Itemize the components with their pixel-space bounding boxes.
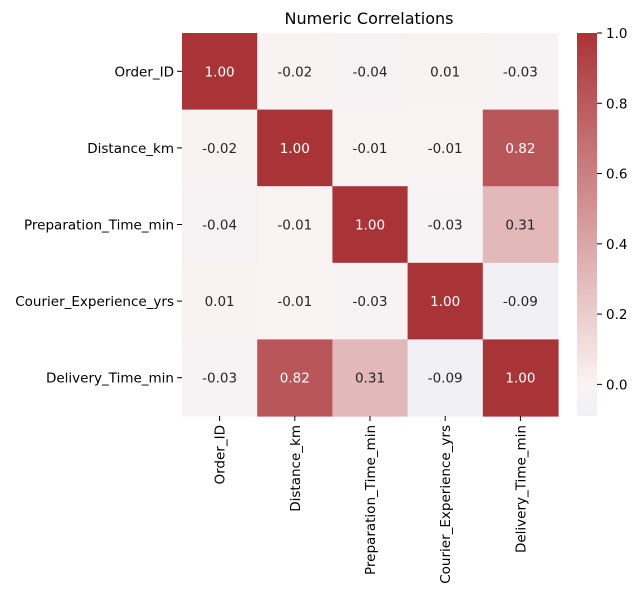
- cell-value-label: -0.01: [277, 218, 312, 234]
- heatmap-cell: [332, 186, 409, 264]
- heatmap-cell: [257, 33, 333, 111]
- heatmap-cell: [407, 109, 484, 187]
- row-tick-label: Order_ID: [115, 64, 175, 80]
- cell-value-label: 0.82: [505, 141, 535, 157]
- cell-value-label: 1.00: [280, 141, 310, 157]
- cell-value-label: -0.09: [503, 294, 538, 310]
- cell-value-label: -0.09: [428, 371, 463, 387]
- cell-value-label: -0.01: [353, 141, 388, 157]
- cell-value-label: 1.00: [355, 218, 385, 234]
- cell-value-label: 0.01: [430, 64, 460, 80]
- heatmap-cell: [182, 109, 258, 187]
- column-tick-label: Distance_km: [288, 425, 304, 512]
- colorbar-tick-label: 0.2: [606, 307, 627, 323]
- heatmap-cell: [407, 339, 484, 417]
- cell-value-label: 0.01: [205, 294, 235, 310]
- cell-value-label: -0.02: [277, 64, 312, 80]
- cell-value-label: -0.02: [202, 141, 237, 157]
- cell-value-label: -0.01: [277, 294, 312, 310]
- heatmap-cell: [482, 33, 559, 111]
- heatmap-cell: [332, 33, 409, 111]
- colorbar-tick-label: 1.0: [606, 26, 627, 42]
- column-tick-label: Courier_Experience_yrs: [438, 425, 454, 584]
- colorbar-tick-label: 0.0: [606, 377, 627, 393]
- heatmap-cell: [407, 33, 484, 111]
- cell-value-label: 0.82: [280, 371, 310, 387]
- cell-value-label: 0.31: [505, 218, 535, 234]
- heatmap-cell: [182, 339, 258, 417]
- cell-value-label: -0.03: [503, 64, 538, 80]
- heatmap-cell: [332, 339, 409, 417]
- cell-value-label: 1.00: [205, 64, 235, 80]
- row-tick-label: Courier_Experience_yrs: [15, 294, 174, 310]
- row-tick-label: Preparation_Time_min: [24, 218, 174, 234]
- cell-value-label: 0.31: [355, 371, 385, 387]
- heatmap-cell: [482, 339, 559, 417]
- cell-value-label: -0.03: [428, 218, 463, 234]
- heatmap-cell: [257, 339, 333, 417]
- colorbar-gradient: [577, 33, 597, 416]
- heatmap-cell: [332, 109, 409, 187]
- column-tick-label: Delivery_Time_min: [513, 425, 529, 553]
- heatmap-cell: [257, 186, 333, 264]
- cell-value-label: -0.04: [353, 64, 388, 80]
- heatmap-cells: 1.00 -0.02 -0.04 0.01 -0.03 -0.02 1.00 -0.01 -0.…: [182, 33, 559, 417]
- chart-title: Numeric Correlations: [284, 9, 453, 28]
- cell-value-label: -0.01: [428, 141, 463, 157]
- heatmap-cell: [407, 186, 484, 264]
- heatmap-cell: [182, 186, 258, 264]
- heatmap-cell: [482, 262, 559, 340]
- row-tick-label: Distance_km: [87, 141, 174, 157]
- heatmap-cell: [482, 186, 559, 264]
- colorbar-tick-label: 0.4: [606, 237, 627, 253]
- column-axis: Order_ID Distance_km Preparation_Time_min C…: [213, 416, 529, 584]
- cell-value-label: 1.00: [430, 294, 460, 310]
- heatmap-cell: [407, 262, 484, 340]
- row-tick-label: Delivery_Time_min: [46, 371, 174, 387]
- column-tick-label: Order_ID: [213, 425, 229, 485]
- colorbar-tick-label: 0.8: [606, 96, 627, 112]
- heatmap-cell: [257, 262, 333, 340]
- row-axis: Order_ID Distance_km Preparation_Time_min C…: [15, 64, 182, 387]
- heatmap-cell: [182, 262, 258, 340]
- colorbar: 0.0 0.2 0.4 0.6 0.8 1.0: [577, 26, 627, 416]
- colorbar-tick-label: 0.6: [606, 167, 627, 183]
- heatmap-cell: [257, 109, 333, 187]
- heatmap-cell: [182, 33, 258, 111]
- column-tick-label: Preparation_Time_min: [363, 425, 379, 575]
- heatmap-cell: [332, 262, 409, 340]
- cell-value-label: 1.00: [505, 371, 535, 387]
- cell-value-label: -0.03: [202, 371, 237, 387]
- heatmap-cell: [482, 109, 559, 187]
- cell-value-label: -0.04: [202, 218, 237, 234]
- cell-value-label: -0.03: [353, 294, 388, 310]
